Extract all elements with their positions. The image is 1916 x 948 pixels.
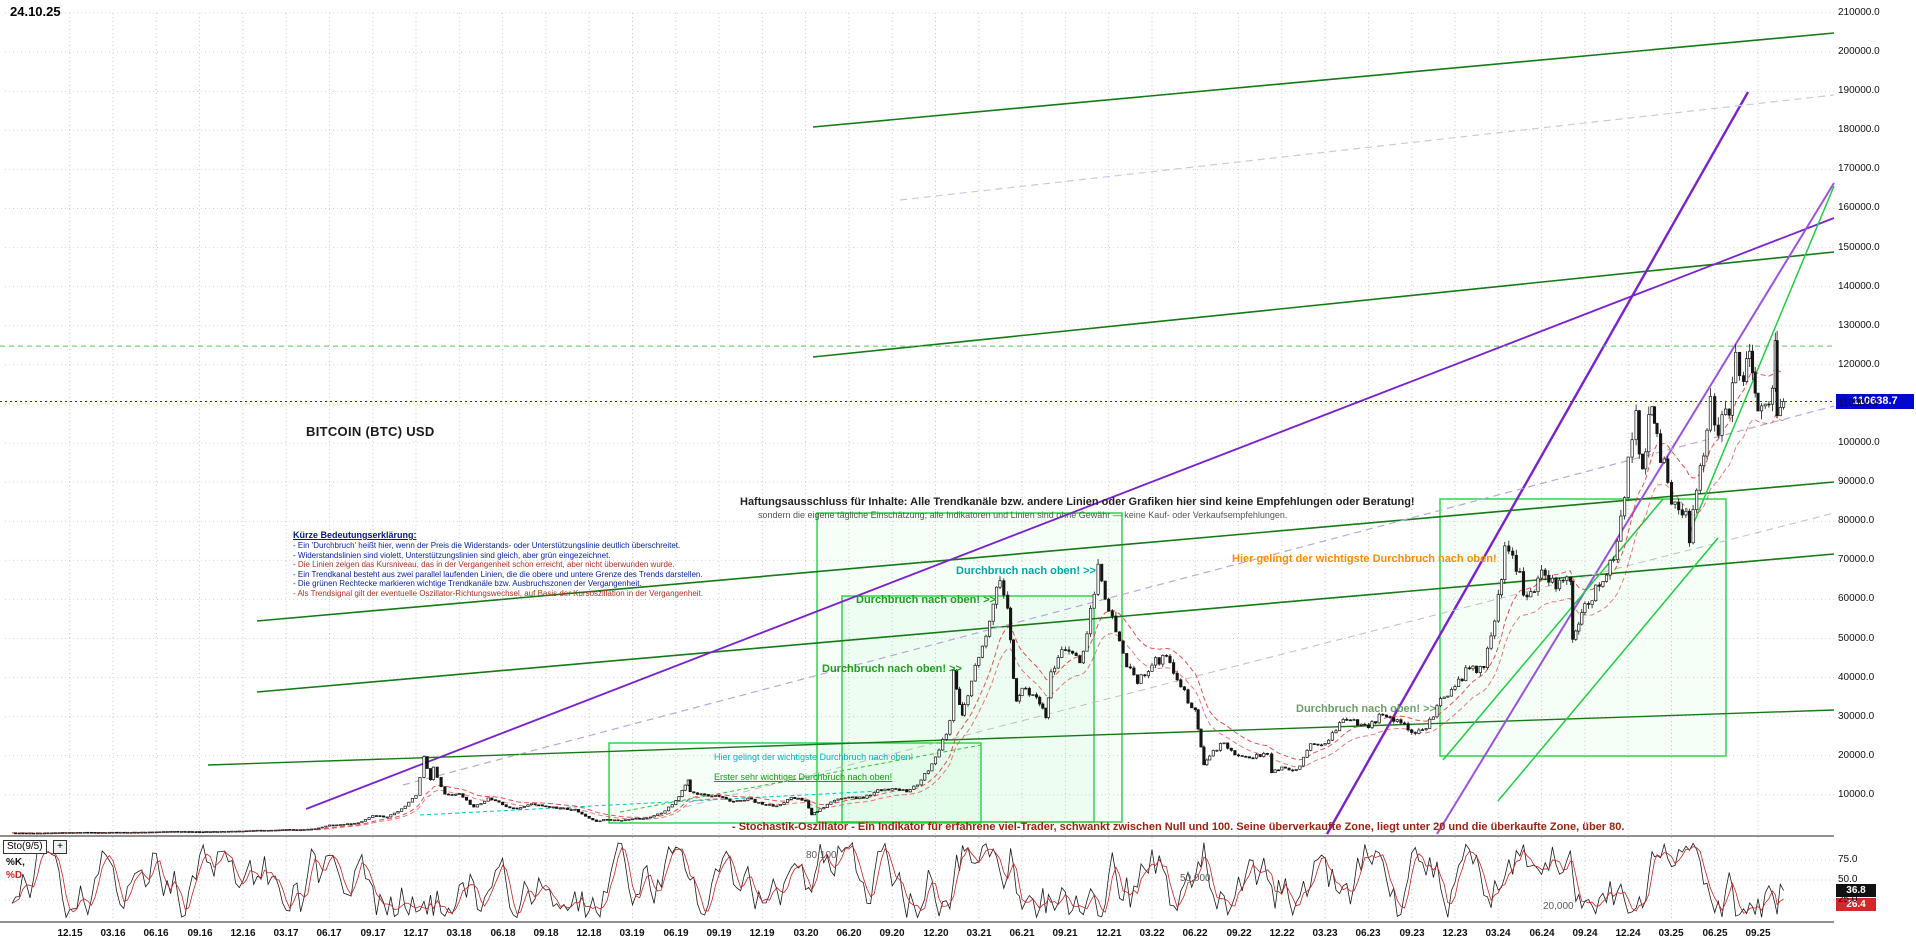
stochastic-d-label: %D	[6, 870, 23, 881]
stochastic-k-label: %K,	[6, 857, 25, 868]
legend-line: - Die grünen Rechtecke markieren wichtig…	[293, 579, 642, 589]
legend-line: - Ein 'Durchbruch' heißt hier, wenn der …	[293, 541, 681, 550]
legend-block: Kürze Bedeutungserklärung: - Ein 'Durchb…	[293, 530, 773, 599]
stochastic-d-value: 26.4	[1836, 898, 1876, 911]
disclaimer-line1: Haftungsausschluss für Inhalte: Alle Tre…	[740, 496, 1415, 508]
legend-line: - Als Trendsignal gilt der eventuelle Os…	[293, 588, 703, 598]
legend-line: - Widerstandslinien sind violett, Unters…	[293, 550, 611, 560]
current-price-tag: 110638.7	[1836, 394, 1914, 409]
disclaimer-line2: sondern die eigene tägliche Einschätzung…	[758, 510, 1288, 520]
legend-line: - Ein Trendkanal besteht aus zwei parall…	[293, 569, 703, 579]
legend-line: - Die Linien zeigen das Kursniveau, das …	[293, 560, 675, 570]
chart-title: BITCOIN (BTC) USD	[306, 424, 435, 439]
legend-heading: Kürze Bedeutungserklärung:	[293, 530, 417, 540]
stochastic-description: - Stochastik-Oszillator - Ein Indikator …	[732, 821, 1625, 833]
stochastic-k-value: 36.8	[1836, 884, 1876, 897]
stochastic-indicator-label[interactable]: Sto(9/5)	[3, 840, 47, 854]
chart-date: 24.10.25	[10, 4, 61, 19]
indicator-add-button[interactable]: +	[53, 840, 67, 854]
